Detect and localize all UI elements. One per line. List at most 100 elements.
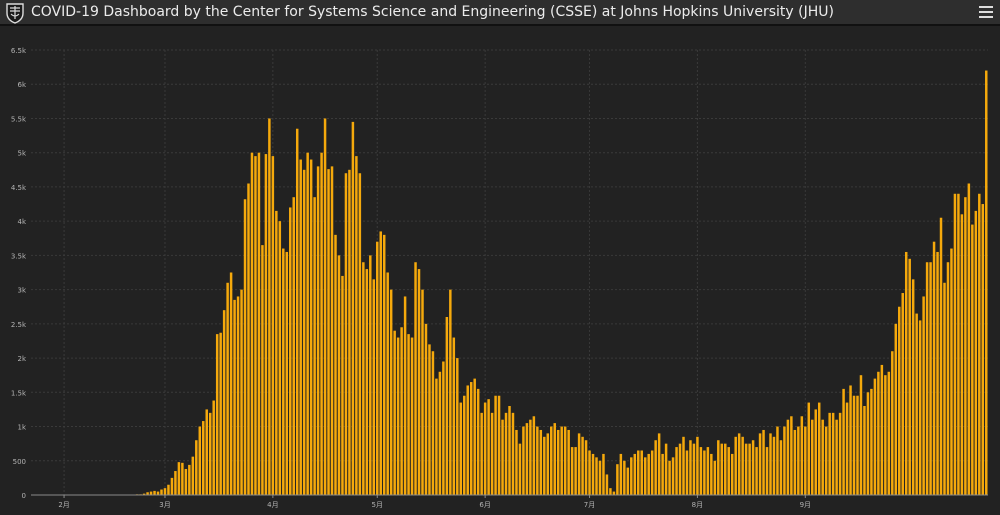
daily-case-bar[interactable] bbox=[215, 334, 219, 495]
daily-case-bar[interactable] bbox=[271, 156, 275, 495]
daily-case-bar[interactable] bbox=[616, 464, 619, 495]
daily-case-bar[interactable] bbox=[664, 443, 668, 495]
daily-case-bar[interactable] bbox=[957, 193, 960, 495]
daily-case-bar[interactable] bbox=[856, 395, 859, 495]
daily-case-bar[interactable] bbox=[908, 258, 911, 495]
daily-case-bar[interactable] bbox=[389, 289, 393, 495]
daily-case-bar[interactable] bbox=[257, 152, 261, 495]
daily-case-bar[interactable] bbox=[685, 450, 689, 496]
daily-case-bar[interactable] bbox=[730, 453, 734, 495]
daily-case-bar[interactable] bbox=[922, 296, 925, 495]
daily-case-bar[interactable] bbox=[852, 395, 856, 495]
daily-case-bar[interactable] bbox=[292, 197, 295, 495]
daily-case-bar[interactable] bbox=[410, 337, 414, 495]
daily-case-bar[interactable] bbox=[598, 460, 602, 495]
daily-case-bar[interactable] bbox=[222, 310, 226, 495]
daily-case-bar[interactable] bbox=[275, 210, 278, 495]
daily-case-bar[interactable] bbox=[212, 400, 215, 495]
daily-case-bar[interactable] bbox=[710, 453, 713, 495]
daily-case-bar[interactable] bbox=[647, 453, 650, 495]
daily-case-bar[interactable] bbox=[925, 262, 929, 495]
daily-case-bar[interactable] bbox=[480, 412, 483, 495]
daily-case-bar[interactable] bbox=[208, 412, 212, 495]
daily-case-bar[interactable] bbox=[268, 118, 271, 495]
daily-case-bar[interactable] bbox=[456, 358, 459, 495]
daily-case-bar[interactable] bbox=[142, 493, 146, 495]
daily-case-bar[interactable] bbox=[393, 330, 396, 495]
daily-case-bar[interactable] bbox=[668, 460, 671, 495]
daily-case-bar[interactable] bbox=[971, 224, 974, 496]
daily-case-bar[interactable] bbox=[254, 156, 257, 495]
daily-case-bar[interactable] bbox=[630, 457, 633, 495]
daily-case-bar[interactable] bbox=[654, 440, 657, 495]
daily-case-bar[interactable] bbox=[501, 419, 504, 495]
daily-case-bar[interactable] bbox=[657, 433, 661, 495]
daily-case-bar[interactable] bbox=[570, 447, 574, 495]
daily-case-bar[interactable] bbox=[981, 204, 985, 496]
daily-case-bar[interactable] bbox=[330, 166, 334, 495]
daily-case-bar[interactable] bbox=[546, 433, 550, 495]
daily-case-bar[interactable] bbox=[289, 207, 292, 495]
daily-case-bar[interactable] bbox=[431, 351, 435, 495]
daily-case-bar[interactable] bbox=[643, 457, 647, 495]
daily-case-bar[interactable] bbox=[751, 440, 755, 495]
daily-case-bar[interactable] bbox=[170, 477, 174, 495]
daily-case-bar[interactable] bbox=[817, 402, 821, 495]
daily-case-bar[interactable] bbox=[748, 443, 751, 495]
daily-case-bar[interactable] bbox=[877, 371, 880, 495]
daily-case-bar[interactable] bbox=[814, 409, 817, 495]
daily-case-bar[interactable] bbox=[532, 416, 536, 495]
daily-case-bar[interactable] bbox=[417, 269, 421, 495]
daily-case-bar[interactable] bbox=[605, 474, 609, 495]
daily-case-bar[interactable] bbox=[167, 484, 170, 495]
daily-case-bar[interactable] bbox=[306, 152, 309, 495]
daily-case-bar[interactable] bbox=[522, 426, 525, 495]
daily-case-bar[interactable] bbox=[400, 327, 403, 495]
daily-case-bar[interactable] bbox=[678, 443, 682, 495]
daily-case-bar[interactable] bbox=[459, 402, 463, 495]
daily-case-bar[interactable] bbox=[831, 412, 835, 495]
daily-case-bar[interactable] bbox=[550, 426, 553, 495]
daily-case-bar[interactable] bbox=[717, 440, 720, 495]
daily-case-bar[interactable] bbox=[327, 169, 330, 495]
daily-case-bar[interactable] bbox=[202, 421, 205, 495]
daily-case-bar[interactable] bbox=[790, 416, 793, 495]
daily-case-bar[interactable] bbox=[442, 361, 445, 496]
daily-case-bar[interactable] bbox=[188, 464, 191, 495]
daily-case-bar[interactable] bbox=[247, 183, 250, 496]
daily-case-bar[interactable] bbox=[278, 221, 282, 495]
daily-case-bar[interactable] bbox=[191, 456, 195, 495]
daily-case-bar[interactable] bbox=[529, 419, 532, 495]
daily-case-bar[interactable] bbox=[943, 282, 946, 495]
daily-case-bar[interactable] bbox=[382, 234, 386, 495]
daily-case-bar[interactable] bbox=[435, 378, 438, 495]
daily-case-bar[interactable] bbox=[904, 251, 908, 495]
daily-case-bar[interactable] bbox=[776, 426, 779, 495]
daily-case-bar[interactable] bbox=[497, 395, 501, 495]
daily-case-bar[interactable] bbox=[964, 197, 967, 495]
daily-case-bar[interactable] bbox=[918, 320, 922, 495]
daily-case-bar[interactable] bbox=[473, 378, 476, 495]
daily-case-bar[interactable] bbox=[299, 159, 302, 496]
daily-case-bar[interactable] bbox=[226, 282, 229, 495]
daily-case-bar[interactable] bbox=[762, 429, 765, 495]
daily-case-bar[interactable] bbox=[911, 279, 915, 495]
daily-case-bar[interactable] bbox=[960, 214, 964, 496]
daily-case-bar[interactable] bbox=[574, 447, 577, 495]
daily-case-bar[interactable] bbox=[369, 255, 372, 495]
daily-case-bar[interactable] bbox=[463, 395, 466, 495]
daily-case-bar[interactable] bbox=[661, 453, 664, 495]
daily-case-bar[interactable] bbox=[932, 241, 936, 495]
daily-case-bar[interactable] bbox=[689, 440, 692, 495]
daily-case-bar[interactable] bbox=[320, 152, 323, 495]
daily-case-bar[interactable] bbox=[337, 255, 341, 495]
daily-case-bar[interactable] bbox=[821, 419, 824, 495]
daily-case-bar[interactable] bbox=[396, 337, 400, 495]
daily-case-bar[interactable] bbox=[838, 412, 842, 495]
daily-case-bar[interactable] bbox=[967, 183, 971, 496]
daily-case-bar[interactable] bbox=[508, 406, 511, 495]
daily-case-bar[interactable] bbox=[146, 492, 149, 495]
daily-case-bar[interactable] bbox=[511, 412, 515, 495]
daily-case-bar[interactable] bbox=[744, 443, 748, 495]
daily-case-bar[interactable] bbox=[828, 412, 831, 495]
